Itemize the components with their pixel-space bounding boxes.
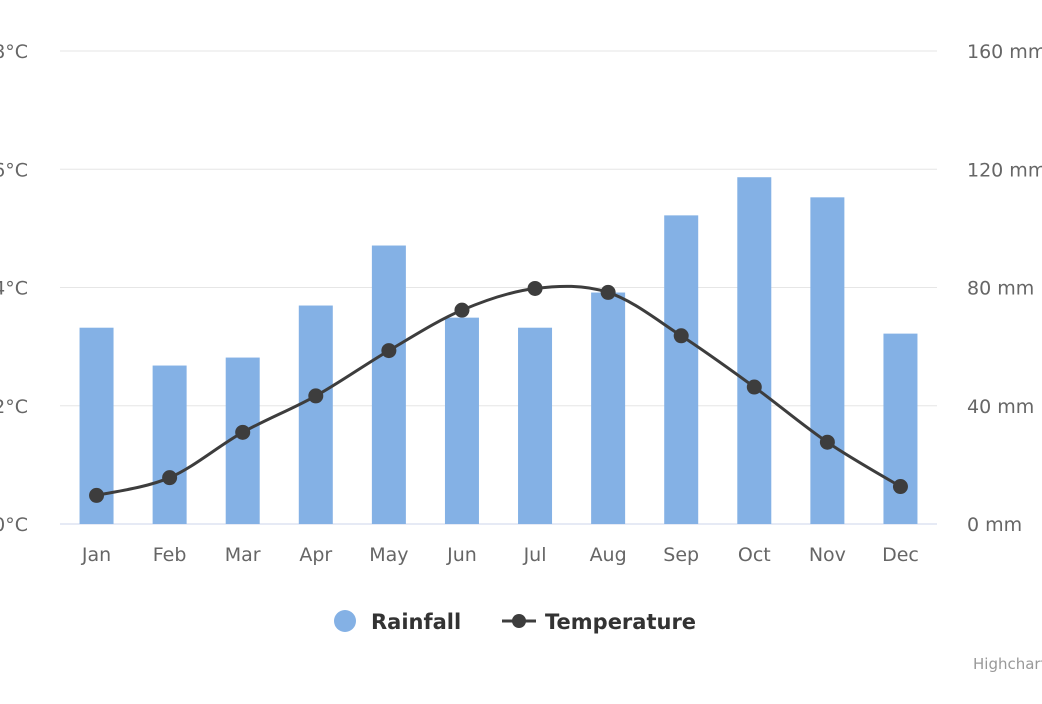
y-left-tick-label: 12°C <box>0 396 28 418</box>
x-tick-label: Nov <box>809 544 846 566</box>
rainfall-series <box>79 177 918 525</box>
y-right-tick-label: 80 mm <box>967 278 1034 300</box>
x-tick-label: Mar <box>225 544 261 566</box>
y-left-tick-label: 48°C <box>0 41 28 63</box>
rainfall-bar <box>737 177 772 524</box>
temperature-point <box>454 302 470 318</box>
temperature-point <box>162 470 178 486</box>
x-tick-label: Apr <box>299 544 332 566</box>
temperature-series <box>89 280 908 503</box>
rainfall-bar <box>883 333 918 524</box>
x-tick-label: Jan <box>81 544 111 566</box>
x-tick-label: Aug <box>590 544 627 566</box>
rainfall-bar <box>298 305 333 524</box>
x-tick-label: May <box>369 544 408 566</box>
credits-link[interactable]: Highcharts.com <box>973 655 1042 673</box>
rainfall-bar <box>810 197 845 524</box>
y-left-tick-label: 24°C <box>0 278 28 300</box>
temperature-point <box>527 280 543 296</box>
legend-label-rainfall: Rainfall <box>371 610 461 634</box>
temperature-point <box>819 434 835 450</box>
rainfall-bar <box>664 215 699 524</box>
legend-item-rainfall[interactable]: Rainfall <box>334 610 461 634</box>
y-left-tick-label: 36°C <box>0 159 28 181</box>
temperature-point <box>746 379 762 395</box>
x-tick-label: Jun <box>446 544 477 566</box>
y-right-tick-label: 120 mm <box>967 159 1042 181</box>
legend: Rainfall Temperature <box>334 610 696 634</box>
temperature-point <box>308 388 324 404</box>
legend-label-temperature: Temperature <box>545 610 696 634</box>
y-right-tick-label: 40 mm <box>967 396 1034 418</box>
temperature-point <box>381 343 397 359</box>
y-right-tick-label: 0 mm <box>967 514 1022 536</box>
temperature-point <box>600 284 616 300</box>
legend-item-temperature[interactable]: Temperature <box>502 610 696 634</box>
temperature-point <box>892 479 908 495</box>
x-tick-label: Sep <box>663 544 699 566</box>
axis-labels: 0°C 0 mm 12°C 40 mm 24°C 80 mm 36°C 120 mm 48°C 1… <box>0 41 1042 566</box>
rainfall-bar <box>518 327 553 524</box>
temperature-legend-marker-icon <box>512 614 526 628</box>
gridlines <box>60 50 937 525</box>
x-tick-label: Feb <box>153 544 187 566</box>
rainfall-legend-icon <box>334 610 356 632</box>
x-tick-label: Oct <box>738 544 771 566</box>
rainfall-bar <box>444 317 479 524</box>
rainfall-bar <box>371 245 406 525</box>
temperature-line <box>96 284 902 497</box>
y-left-tick-label: 0°C <box>0 514 28 536</box>
temperature-point <box>89 487 105 503</box>
x-tick-label: Dec <box>882 544 919 566</box>
temperature-point <box>235 424 251 440</box>
rainfall-bar <box>152 365 187 524</box>
rainfall-bar <box>591 292 626 524</box>
y-right-tick-label: 160 mm <box>967 41 1042 63</box>
temperature-point <box>673 328 689 344</box>
x-tick-label: Jul <box>523 544 547 566</box>
